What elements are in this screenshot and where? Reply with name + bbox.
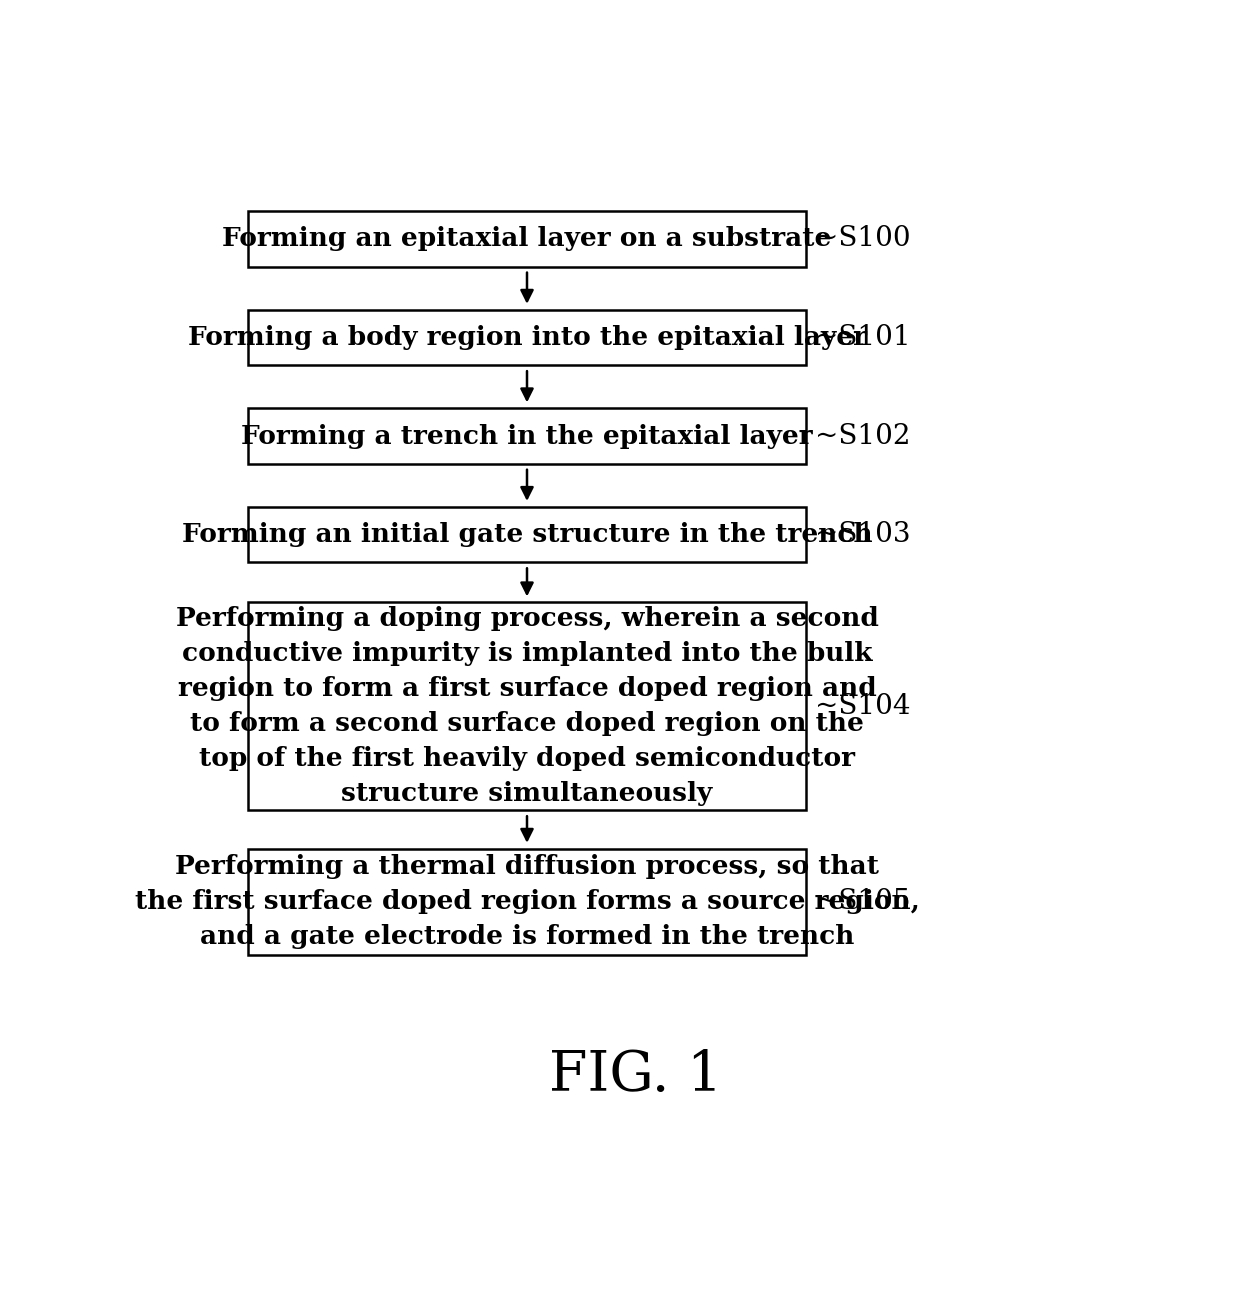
Text: Performing a doping process, wherein a second
conductive impurity is implanted i: Performing a doping process, wherein a s… [176, 606, 878, 806]
Bar [248, 409, 806, 463]
Text: ~S102: ~S102 [816, 423, 911, 449]
Text: ~S105: ~S105 [816, 888, 911, 915]
Text: ~S103: ~S103 [816, 520, 911, 548]
Text: ~S101: ~S101 [816, 324, 911, 350]
Bar [248, 310, 806, 365]
Bar [248, 508, 806, 562]
Text: ~S100: ~S100 [816, 226, 911, 252]
Text: ~S104: ~S104 [816, 693, 911, 720]
Bar [248, 602, 806, 810]
Text: Forming an epitaxial layer on a substrate: Forming an epitaxial layer on a substrat… [222, 226, 832, 252]
Text: Forming a body region into the epitaxial layer: Forming a body region into the epitaxial… [187, 324, 867, 350]
Bar [248, 212, 806, 266]
Text: Forming an initial gate structure in the trench: Forming an initial gate structure in the… [182, 522, 872, 546]
Text: Performing a thermal diffusion process, so that
the first surface doped region f: Performing a thermal diffusion process, … [135, 854, 919, 949]
Bar [248, 849, 806, 955]
Text: Forming a trench in the epitaxial layer: Forming a trench in the epitaxial layer [242, 423, 812, 449]
Text: FIG. 1: FIG. 1 [549, 1049, 722, 1103]
